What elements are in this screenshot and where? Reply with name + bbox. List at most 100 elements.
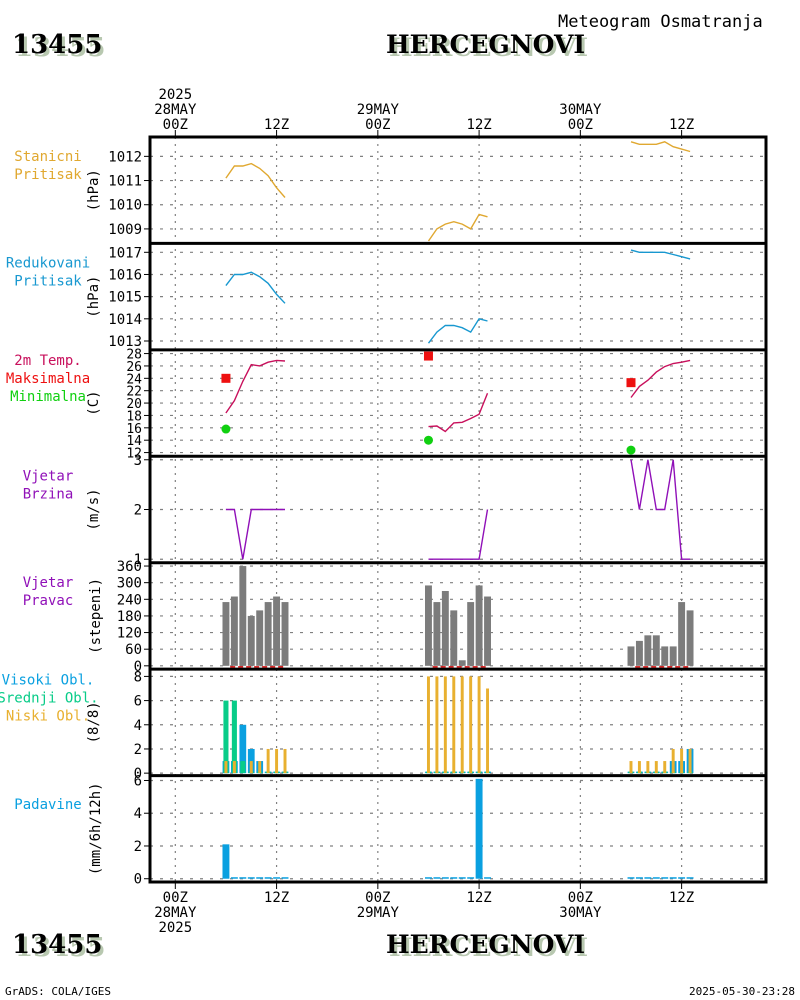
time-label-top: 00Z bbox=[163, 117, 188, 133]
bar-zero-precipitation bbox=[678, 877, 686, 879]
y-tick-label: 8 bbox=[134, 669, 142, 685]
y-tick-label: 18 bbox=[126, 409, 142, 424]
time-label-bottom: 28MAY bbox=[154, 905, 197, 921]
station-id-bottom: 13455 bbox=[12, 930, 103, 960]
bar-cloud-cover bbox=[275, 748, 279, 774]
time-label-top: 00Z bbox=[568, 117, 593, 133]
y-tick-label: 180 bbox=[117, 609, 142, 625]
time-label-bottom: 00Z bbox=[568, 890, 593, 906]
station-name-bottom: HERCEGNOVI bbox=[386, 930, 586, 959]
bar-wind-direction bbox=[256, 610, 264, 666]
bar-precipitation bbox=[475, 778, 483, 879]
bar-cloud-cover bbox=[460, 676, 464, 774]
time-label-bottom: 30MAY bbox=[559, 905, 602, 921]
bar-zero-precipitation bbox=[627, 877, 635, 879]
station-id-top: 13455 bbox=[12, 30, 103, 60]
bar-wind-direction bbox=[273, 596, 281, 666]
bar-cloud-cover bbox=[443, 676, 447, 774]
bar-zero-precipitation bbox=[239, 877, 247, 879]
bar-cloud-cover bbox=[249, 761, 253, 774]
bar-zero-precipitation bbox=[433, 877, 441, 879]
unit-label: (mm/6h/12h) bbox=[88, 782, 104, 875]
y-tick-label: 300 bbox=[117, 576, 142, 592]
bar-cloud-cover bbox=[239, 724, 247, 774]
unit-label: (8/8) bbox=[86, 701, 102, 743]
bar-wind-direction bbox=[433, 602, 441, 666]
bar-wind-direction bbox=[644, 635, 652, 666]
min-temp-marker bbox=[626, 445, 636, 455]
bar-wind-direction bbox=[475, 585, 483, 666]
bar-zero-precipitation bbox=[247, 877, 255, 879]
bar-wind-direction bbox=[635, 640, 643, 666]
bar-cloud-cover bbox=[646, 761, 650, 774]
y-tick-label: 1014 bbox=[108, 312, 142, 328]
y-tick-label: 1015 bbox=[108, 290, 142, 306]
bar-wind-direction bbox=[661, 646, 669, 666]
time-label-top: 12Z bbox=[466, 117, 491, 133]
bar-precipitation bbox=[222, 844, 230, 879]
bar-cloud-cover bbox=[231, 700, 237, 774]
bar-wind-direction bbox=[441, 590, 449, 666]
bar-zero-precipitation bbox=[467, 877, 475, 879]
time-label-bottom: 2025 bbox=[158, 920, 192, 936]
panel-label: Maksimalna bbox=[6, 371, 90, 387]
chart-frame bbox=[148, 135, 768, 884]
bar-cloud-cover bbox=[654, 761, 658, 774]
bar-wind-direction bbox=[239, 566, 247, 666]
bar-cloud-cover bbox=[663, 761, 667, 774]
bar-cloud-cover bbox=[680, 748, 684, 774]
panel-station-pressure: 1009 1010 1011 1012 (hPa) Stanicni Pritisak bbox=[14, 141, 766, 242]
panel-label: Pritisak bbox=[14, 167, 82, 183]
bar-wind-direction bbox=[450, 610, 458, 666]
unit-label: (stepeni) bbox=[88, 578, 104, 654]
bar-zero-precipitation bbox=[281, 877, 289, 879]
series-line bbox=[630, 359, 691, 398]
bar-wind-direction bbox=[458, 660, 466, 666]
panel-label: Pravac bbox=[23, 593, 74, 609]
y-tick-label: 16 bbox=[126, 422, 142, 437]
bar-zero-precipitation bbox=[450, 877, 458, 879]
panel-label: Padavine bbox=[14, 797, 81, 813]
time-label-bottom: 29MAY bbox=[357, 905, 400, 921]
bar-cloud-cover bbox=[637, 761, 641, 774]
max-temp-marker bbox=[626, 378, 636, 388]
chart-subtitle: Meteogram Osmatranja bbox=[558, 12, 763, 32]
series-line bbox=[428, 392, 489, 433]
y-tick-label: 4 bbox=[134, 806, 142, 822]
bar-zero-precipitation bbox=[273, 877, 281, 879]
panel-label: Visoki Obl. bbox=[2, 672, 95, 688]
series-line bbox=[225, 508, 285, 560]
y-tick-label: 1012 bbox=[108, 149, 142, 165]
bar-wind-direction bbox=[425, 585, 432, 666]
unit-label: (hPa) bbox=[86, 169, 102, 211]
bar-cloud-cover bbox=[224, 761, 228, 774]
bar-cloud-cover bbox=[232, 761, 236, 774]
time-label-top: 30MAY bbox=[559, 102, 602, 118]
max-temp-marker bbox=[221, 373, 231, 383]
time-label-bottom: 12Z bbox=[466, 890, 491, 906]
bar-cloud-cover bbox=[435, 676, 439, 774]
y-tick-label: 14 bbox=[126, 434, 142, 449]
bar-zero-precipitation bbox=[441, 877, 449, 879]
bar-zero-precipitation bbox=[425, 877, 432, 879]
series-line bbox=[630, 141, 691, 153]
y-tick-label: 0 bbox=[134, 766, 142, 782]
bar-cloud-cover bbox=[240, 761, 246, 774]
bar-zero-precipitation bbox=[256, 877, 264, 879]
y-tick-label: 12 bbox=[126, 447, 142, 462]
series-line bbox=[225, 271, 286, 304]
y-tick-label: 6 bbox=[134, 773, 142, 789]
bar-zero-precipitation bbox=[635, 877, 643, 879]
time-label-bottom: 12Z bbox=[669, 890, 694, 906]
bar-zero-precipitation bbox=[230, 877, 238, 879]
bar-zero-precipitation bbox=[484, 877, 491, 879]
bar-wind-direction bbox=[686, 610, 694, 666]
bar-zero-precipitation bbox=[652, 877, 660, 879]
bar-wind-direction bbox=[484, 596, 491, 666]
series-line bbox=[427, 317, 488, 344]
y-tick-label: 1010 bbox=[108, 198, 142, 214]
bar-wind-direction bbox=[669, 646, 677, 666]
time-label-top: 12Z bbox=[669, 117, 694, 133]
time-label-top: 2025 bbox=[158, 87, 192, 103]
